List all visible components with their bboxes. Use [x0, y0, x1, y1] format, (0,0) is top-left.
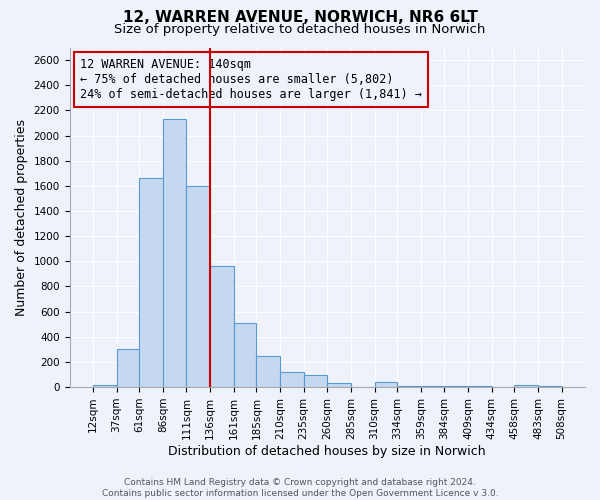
Bar	[304, 375, 327, 387]
Bar	[139, 178, 163, 387]
Bar	[397, 386, 421, 387]
Bar	[421, 386, 445, 387]
Text: 12 WARREN AVENUE: 140sqm
← 75% of detached houses are smaller (5,802)
24% of sem: 12 WARREN AVENUE: 140sqm ← 75% of detach…	[80, 58, 422, 100]
Bar	[374, 382, 397, 387]
Bar	[280, 372, 304, 387]
Y-axis label: Number of detached properties: Number of detached properties	[15, 119, 28, 316]
Bar	[210, 266, 234, 387]
Bar	[256, 356, 280, 387]
Text: Contains HM Land Registry data © Crown copyright and database right 2024.
Contai: Contains HM Land Registry data © Crown c…	[101, 478, 499, 498]
Bar	[514, 384, 538, 387]
Bar	[327, 384, 351, 387]
Bar	[93, 384, 116, 387]
Bar	[234, 323, 256, 387]
Bar	[163, 119, 187, 387]
Bar	[116, 350, 139, 387]
Bar	[538, 386, 562, 387]
Bar	[445, 386, 468, 387]
X-axis label: Distribution of detached houses by size in Norwich: Distribution of detached houses by size …	[169, 444, 486, 458]
Text: 12, WARREN AVENUE, NORWICH, NR6 6LT: 12, WARREN AVENUE, NORWICH, NR6 6LT	[122, 10, 478, 25]
Text: Size of property relative to detached houses in Norwich: Size of property relative to detached ho…	[115, 22, 485, 36]
Bar	[468, 386, 491, 387]
Bar	[187, 186, 210, 387]
